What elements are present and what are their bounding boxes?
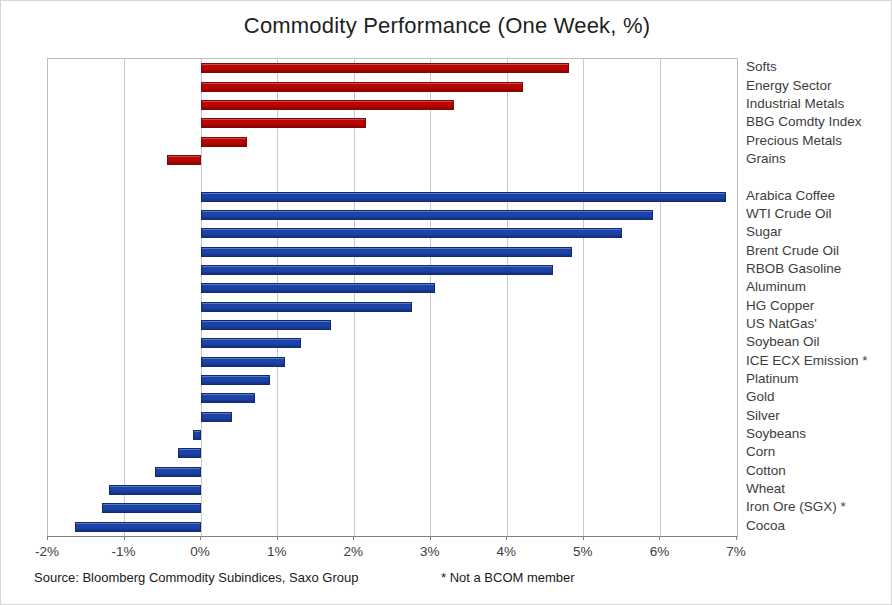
bar bbox=[201, 118, 366, 128]
gridline bbox=[660, 59, 661, 536]
bar bbox=[201, 265, 553, 275]
bar bbox=[201, 247, 572, 257]
x-axis-tick bbox=[200, 536, 201, 540]
bar bbox=[193, 430, 201, 440]
bar bbox=[201, 338, 301, 348]
category-label: Aluminum bbox=[746, 279, 892, 294]
x-tick-label: 5% bbox=[559, 544, 607, 559]
x-axis-tick bbox=[124, 536, 125, 540]
gridline bbox=[124, 59, 125, 536]
commodity-performance-chart: Commodity Performance (One Week, %) -2% -… bbox=[0, 0, 892, 605]
bar bbox=[201, 63, 568, 73]
x-tick-label: 4% bbox=[482, 544, 530, 559]
bar bbox=[155, 467, 201, 477]
bar bbox=[178, 448, 201, 458]
category-label: Corn bbox=[746, 444, 892, 459]
category-label: Platinum bbox=[746, 371, 892, 386]
bar bbox=[201, 100, 454, 110]
gridline bbox=[354, 59, 355, 536]
x-tick-label: 0% bbox=[176, 544, 224, 559]
x-axis-tick bbox=[506, 536, 507, 540]
bar bbox=[201, 375, 270, 385]
bar bbox=[109, 485, 201, 495]
bar bbox=[102, 503, 202, 513]
x-tick-label: 7% bbox=[712, 544, 760, 559]
category-label: Gold bbox=[746, 389, 892, 404]
bar bbox=[201, 137, 247, 147]
x-tick-label: 2% bbox=[329, 544, 377, 559]
x-tick-label: -1% bbox=[100, 544, 148, 559]
gridline bbox=[277, 59, 278, 536]
category-label: ICE ECX Emission * bbox=[746, 353, 892, 368]
x-axis-tick bbox=[353, 536, 354, 540]
x-tick-label: -2% bbox=[23, 544, 71, 559]
bar bbox=[201, 82, 523, 92]
category-label: Cotton bbox=[746, 463, 892, 478]
category-label: Sugar bbox=[746, 224, 892, 239]
category-label: Soybean Oil bbox=[746, 334, 892, 349]
gridline bbox=[583, 59, 584, 536]
category-label: Grains bbox=[746, 151, 892, 166]
bar bbox=[201, 283, 434, 293]
x-tick-label: 6% bbox=[635, 544, 683, 559]
bar bbox=[201, 210, 653, 220]
category-label: Softs bbox=[746, 59, 892, 74]
category-label: WTI Crude Oil bbox=[746, 206, 892, 221]
plot-area bbox=[47, 58, 738, 537]
category-label: Brent Crude Oil bbox=[746, 243, 892, 258]
category-label: Iron Ore (SGX) * bbox=[746, 499, 892, 514]
source-note: Source: Bloomberg Commodity Subindices, … bbox=[34, 570, 358, 585]
category-label: US NatGas' bbox=[746, 316, 892, 331]
bar bbox=[167, 155, 201, 165]
category-label: Industrial Metals bbox=[746, 96, 892, 111]
chart-title: Commodity Performance (One Week, %) bbox=[1, 13, 892, 39]
category-label: HG Copper bbox=[746, 298, 892, 313]
category-label: Energy Sector bbox=[746, 78, 892, 93]
bar bbox=[201, 357, 285, 367]
bar bbox=[201, 412, 232, 422]
x-axis-tick bbox=[47, 536, 48, 540]
category-label: Silver bbox=[746, 408, 892, 423]
bar bbox=[201, 393, 255, 403]
x-axis-tick bbox=[430, 536, 431, 540]
bar bbox=[201, 192, 725, 202]
category-label: Cocoa bbox=[746, 518, 892, 533]
footnote: * Not a BCOM member bbox=[441, 570, 575, 585]
x-axis-tick bbox=[277, 536, 278, 540]
x-tick-label: 1% bbox=[253, 544, 301, 559]
gridline bbox=[201, 59, 202, 536]
gridline bbox=[430, 59, 431, 536]
bar bbox=[201, 228, 622, 238]
bar bbox=[201, 320, 331, 330]
category-label: Wheat bbox=[746, 481, 892, 496]
x-tick-label: 3% bbox=[406, 544, 454, 559]
category-label: Soybeans bbox=[746, 426, 892, 441]
x-axis-tick bbox=[583, 536, 584, 540]
bar bbox=[201, 302, 412, 312]
category-label: Precious Metals bbox=[746, 133, 892, 148]
x-axis-tick bbox=[659, 536, 660, 540]
category-label: Arabica Coffee bbox=[746, 188, 892, 203]
bar bbox=[75, 522, 201, 532]
category-label: RBOB Gasoline bbox=[746, 261, 892, 276]
x-axis-tick bbox=[736, 536, 737, 540]
category-label: BBG Comdty Index bbox=[746, 114, 892, 129]
gridline bbox=[507, 59, 508, 536]
